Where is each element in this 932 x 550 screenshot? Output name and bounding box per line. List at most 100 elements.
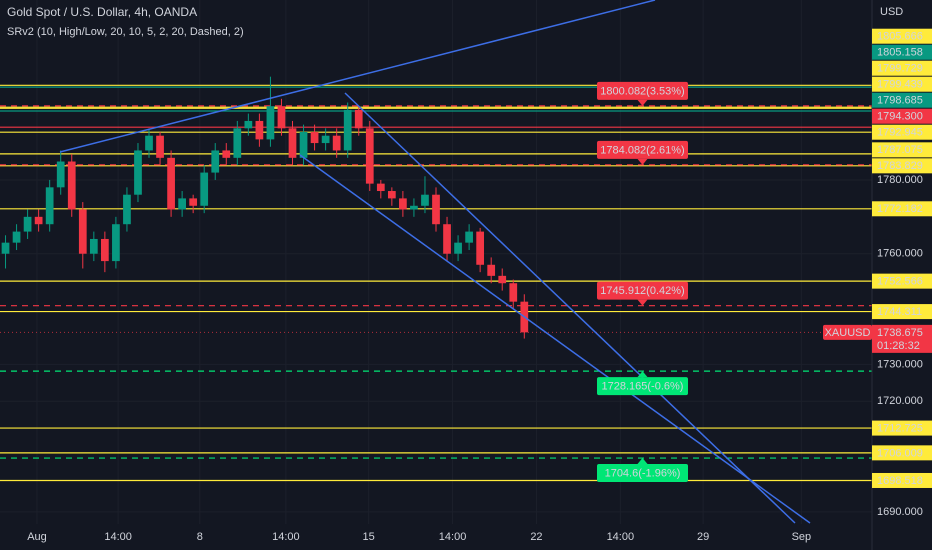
level-label-bg — [872, 472, 932, 488]
currency: USD — [880, 6, 903, 18]
candle-body — [100, 238, 109, 262]
level-label: 1792.945 — [877, 127, 923, 139]
level-label-bg — [872, 420, 932, 436]
level-label: 1794.300 — [877, 111, 923, 123]
indicator-label: SRv2 (10, High/Low, 20, 10, 5, 2, 20, Da… — [7, 26, 244, 38]
x-tick-label: Aug — [27, 531, 47, 543]
candle-body — [67, 161, 76, 210]
y-tick-label: 1730.000 — [877, 358, 923, 370]
zone-box — [597, 464, 688, 483]
zone-label: 1784.082(2.61%) — [600, 144, 684, 156]
candle-body — [476, 231, 485, 265]
y-tick-label: 1760.000 — [877, 248, 923, 260]
candle-body — [12, 231, 21, 243]
last-price-bg — [872, 324, 932, 353]
candle-body — [45, 187, 54, 225]
x-tick-label: 15 — [363, 531, 375, 543]
level-label: 1783.829 — [877, 160, 923, 172]
candle-body — [454, 242, 462, 254]
candle-body — [78, 209, 87, 254]
candle-body — [332, 135, 341, 151]
candle-body — [387, 191, 396, 199]
trend-line — [299, 154, 811, 524]
x-tick-label: 29 — [697, 531, 709, 543]
y-tick-label: 1720.000 — [877, 395, 923, 407]
candle-body — [277, 106, 286, 129]
levels — [0, 84, 872, 482]
candle-body — [89, 238, 98, 254]
price-axis: 1780.000 1760.000 1730.000 1720.000 1690.000… — [872, 28, 932, 518]
level-label: 1698.518 — [877, 475, 923, 487]
zone-pointer — [637, 99, 648, 106]
level-label-bg — [872, 108, 932, 124]
zone-pointer — [637, 299, 648, 306]
level-label: 1787.075 — [877, 144, 923, 156]
candle-body — [498, 275, 507, 284]
level-label-bg — [872, 445, 932, 461]
candle-body — [321, 135, 330, 144]
y-tick-label: 1690.000 — [877, 506, 923, 518]
last-price-label: 1738.675 — [877, 327, 923, 339]
level-label-bg — [872, 273, 932, 289]
level-label-bg — [872, 28, 932, 44]
candle-body — [299, 132, 308, 158]
x-tick-label: Sep — [792, 531, 812, 543]
chart-title: Gold Spot / U.S. Dollar, 4h, OANDA — [7, 5, 197, 19]
candle-body — [233, 128, 242, 158]
zone-box — [597, 281, 688, 300]
candle-body — [343, 109, 352, 151]
candle-body — [222, 150, 231, 158]
x-tick-label: 8 — [197, 531, 203, 543]
candle-body — [134, 150, 142, 195]
level-label: 1712.725 — [877, 422, 923, 434]
candle-body — [354, 109, 363, 129]
level-label-bg — [872, 44, 932, 60]
candle-body — [365, 128, 374, 184]
candle-body — [123, 194, 131, 225]
candle-body — [156, 135, 164, 158]
candle-body — [167, 157, 175, 210]
candle-body — [443, 224, 451, 254]
level-label: 1744.311 — [877, 306, 922, 318]
zone-box — [597, 140, 688, 159]
zone-label: 1728.165(-0.6%) — [602, 381, 684, 393]
level-label-bg — [872, 60, 932, 76]
candle-body — [421, 194, 429, 206]
zone-pointer — [637, 458, 648, 465]
level-label: 1799.729 — [877, 63, 923, 75]
candle-body — [266, 106, 275, 140]
x-tick-label: 14:00 — [272, 531, 300, 543]
level-label-bg — [872, 142, 932, 158]
candle-body — [410, 205, 418, 210]
level-label-bg — [872, 124, 932, 140]
level-label-bg — [872, 158, 932, 174]
candle-body — [112, 224, 120, 262]
zone-box — [597, 377, 688, 396]
level-label: 1752.566 — [877, 276, 923, 288]
x-tick-label: 14:00 — [104, 531, 132, 543]
zone-pointer — [637, 371, 648, 378]
x-tick-label: 14:00 — [607, 531, 635, 543]
zone-box — [597, 81, 688, 100]
level-label: 1798.685 — [877, 95, 923, 107]
trend-lines — [59, 0, 811, 524]
candle-body — [23, 216, 32, 232]
candle-body — [465, 231, 473, 243]
candle-body — [432, 194, 440, 225]
candle-body — [189, 198, 198, 206]
symbol-label: XAUUSD — [825, 327, 871, 339]
level-label: 1805.158 — [877, 47, 923, 59]
candle-body — [200, 172, 209, 206]
candle-body — [34, 216, 43, 225]
level-label-bg — [872, 92, 932, 108]
x-tick-label: 14:00 — [439, 531, 467, 543]
trend-line — [344, 92, 796, 524]
level-label: 1706.009 — [877, 447, 923, 459]
zone-label: 1704.6(-1.96%) — [605, 467, 681, 479]
candle-body — [399, 198, 407, 210]
x-tick-label: 22 — [530, 531, 542, 543]
candle-body — [310, 132, 319, 144]
zone-pointer — [637, 158, 648, 165]
candle-body — [255, 120, 264, 140]
